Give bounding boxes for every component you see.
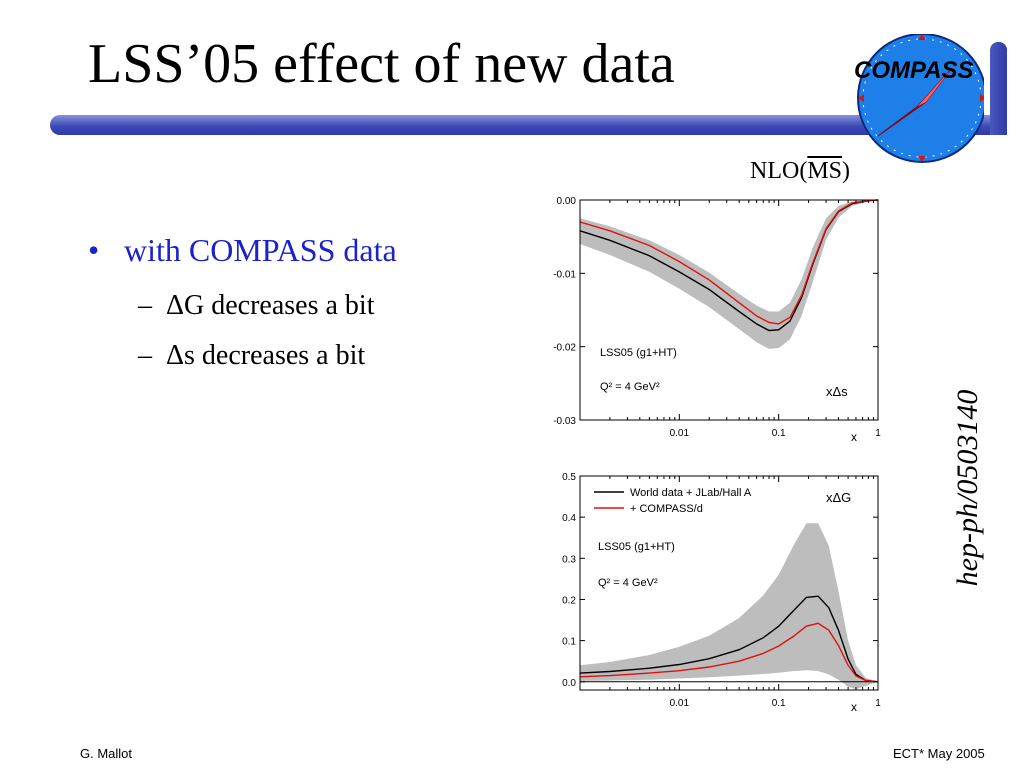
annotation: LSS05 (g1+HT) <box>598 541 675 553</box>
compass-logo: COMPASS <box>854 34 984 163</box>
x-axis-label: x <box>851 430 857 444</box>
dash: – <box>138 340 152 371</box>
plot-frame <box>579 475 879 691</box>
dash: – <box>138 290 152 321</box>
bullet-text: with COMPASS data <box>124 232 397 268</box>
sub-bullet-text: ΔG decreases a bit <box>166 290 375 321</box>
x-tick-label: 0.01 <box>670 428 690 439</box>
y-tick-label: 0.4 <box>562 513 576 524</box>
sub-bullet-text: Δs decreases a bit <box>166 340 366 371</box>
annotation: Q² = 4 GeV² <box>600 381 660 393</box>
nlo-scheme-label: NLO(MS) <box>750 158 850 185</box>
y-tick-label: -0.03 <box>553 416 576 427</box>
slide-title: LSS’05 effect of new data <box>88 33 675 95</box>
error-band <box>580 200 878 349</box>
y-tick-label: -0.02 <box>553 343 576 354</box>
title-bar-end <box>990 42 1007 135</box>
y-tick-label: 0.0 <box>562 678 576 689</box>
annotation: xΔG <box>826 490 851 505</box>
plot-frame <box>579 199 879 421</box>
x-tick-label: 1 <box>875 698 881 709</box>
sub-bullet-deltas: – Δs decreases a bit <box>138 340 365 372</box>
footer-author: G. Mallot <box>80 746 133 761</box>
bullet-dot: • <box>88 232 100 268</box>
footer-event: ECT* May 2005 <box>893 746 985 761</box>
logo-text: COMPASS <box>854 57 974 84</box>
x-axis-label: x <box>851 700 857 714</box>
annotation: LSS05 (g1+HT) <box>600 347 677 359</box>
x-tick-label: 1 <box>875 428 881 439</box>
nlo-prefix: NLO( <box>750 158 808 184</box>
xds-chart: 0.00 -0.01 -0.02 -0.03 0.01 0.1 1 x LSS05 (g1+HT… <box>553 196 881 444</box>
xdg-chart: 0.5 0.4 0.3 0.2 0.1 0.0 0.01 0.1 1 x LSS05 (g1+HT)… <box>562 472 881 714</box>
series-line-0 <box>579 595 879 683</box>
bullet-item: • with COMPASS data <box>88 232 397 269</box>
series-line-1 <box>579 622 879 683</box>
y-tick-label: 0.3 <box>562 554 576 565</box>
y-tick-label: -0.01 <box>553 269 576 280</box>
y-tick-label: 0.5 <box>562 472 576 483</box>
x-tick-label: 0.01 <box>670 698 690 709</box>
arxiv-reference-text: hep-ph/0503140 <box>951 389 984 587</box>
annotation: Q² = 4 GeV² <box>598 577 658 589</box>
nlo-suffix: ) <box>842 158 851 184</box>
y-tick-label: 0.2 <box>562 595 576 606</box>
title-bar <box>50 115 1005 135</box>
x-tick-label: 0.1 <box>772 428 786 439</box>
legend-entry: World data + JLab/Hall A <box>630 487 752 499</box>
y-tick-label: 0.1 <box>562 637 576 648</box>
x-tick-label: 0.1 <box>772 698 786 709</box>
y-tick-label: 0.00 <box>557 196 577 207</box>
series-line-1 <box>579 199 879 325</box>
error-band <box>580 523 878 690</box>
nlo-ms: MS <box>807 158 843 184</box>
annotation: xΔs <box>826 384 848 399</box>
sub-bullet-deltag: – ΔG decreases a bit <box>138 290 374 322</box>
legend-entry: + COMPASS/d <box>630 503 703 515</box>
